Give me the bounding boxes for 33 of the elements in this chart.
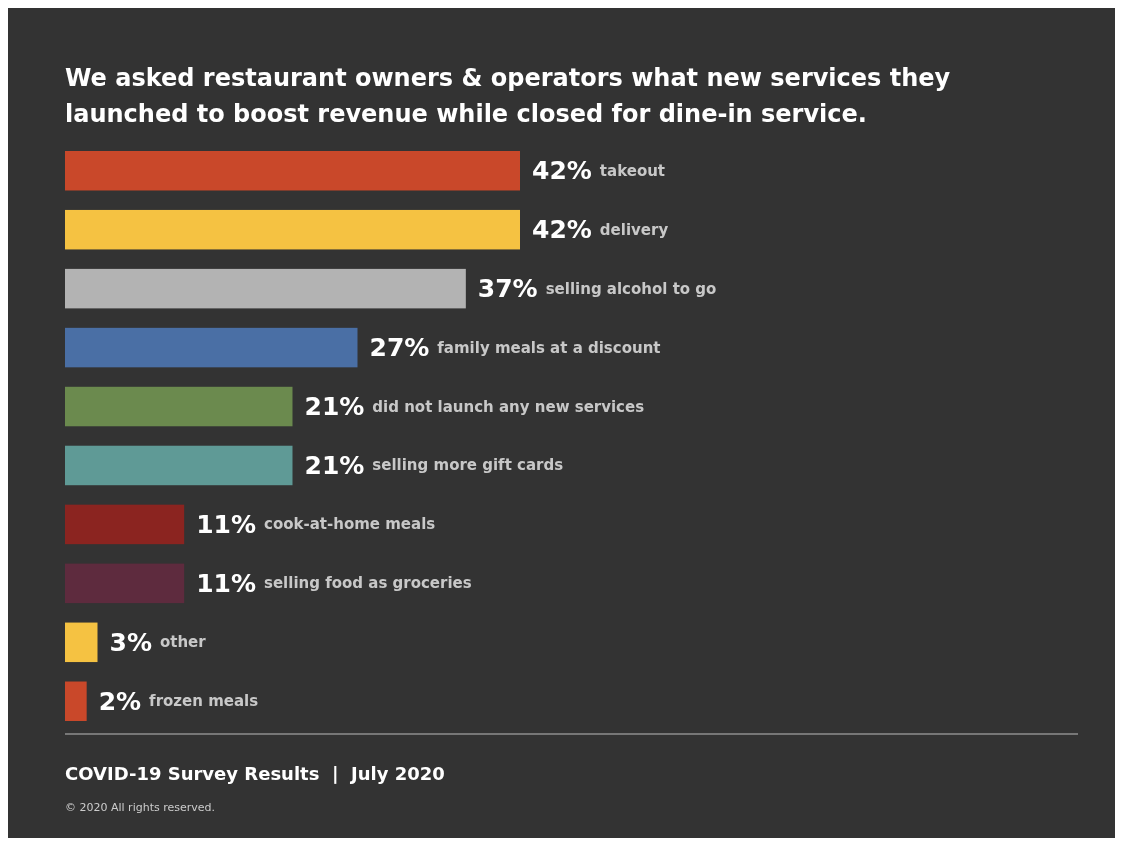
y-tick-label: selling more gift cards xyxy=(372,456,564,475)
y-tick-label: family meals at a discount xyxy=(437,338,661,357)
bar xyxy=(65,504,185,545)
data-label: 42% xyxy=(532,156,592,186)
bar xyxy=(65,327,358,368)
bar xyxy=(65,268,466,309)
y-tick-label: other xyxy=(159,633,207,652)
data-label: 21% xyxy=(304,450,365,480)
bar xyxy=(65,209,520,250)
y-tick-label: did not launch any new services xyxy=(372,397,645,416)
y-tick-label: selling food as groceries xyxy=(264,574,472,593)
bar xyxy=(65,151,520,191)
data-label: 2% xyxy=(98,686,142,716)
bar xyxy=(65,681,87,721)
data-label: 3% xyxy=(109,627,152,657)
text: COVID-19 Survey Results | July 2020 xyxy=(65,763,445,784)
data-label: 37% xyxy=(477,274,538,304)
data-label: 21% xyxy=(304,392,365,422)
y-tick-label: cook-at-home meals xyxy=(264,515,436,534)
chart-title: We asked restaurant owners & operators what new services they launched to boost revenue while closed for dine-in service. xyxy=(65,64,951,128)
bar xyxy=(65,445,293,486)
data-label: 11% xyxy=(196,509,257,539)
data-label: 11% xyxy=(196,568,257,598)
y-tick-label: selling alcohol to go xyxy=(545,279,717,298)
y-tick-label: frozen meals xyxy=(149,692,259,711)
data-label: 27% xyxy=(369,333,430,363)
y-tick-label: takeout xyxy=(599,161,666,180)
data-label: 42% xyxy=(532,215,592,245)
y-tick-label: delivery xyxy=(599,220,669,239)
bar xyxy=(65,386,293,427)
text: © 2020 All rights reserved. xyxy=(65,801,216,814)
bar xyxy=(65,563,185,604)
bar xyxy=(65,622,98,663)
